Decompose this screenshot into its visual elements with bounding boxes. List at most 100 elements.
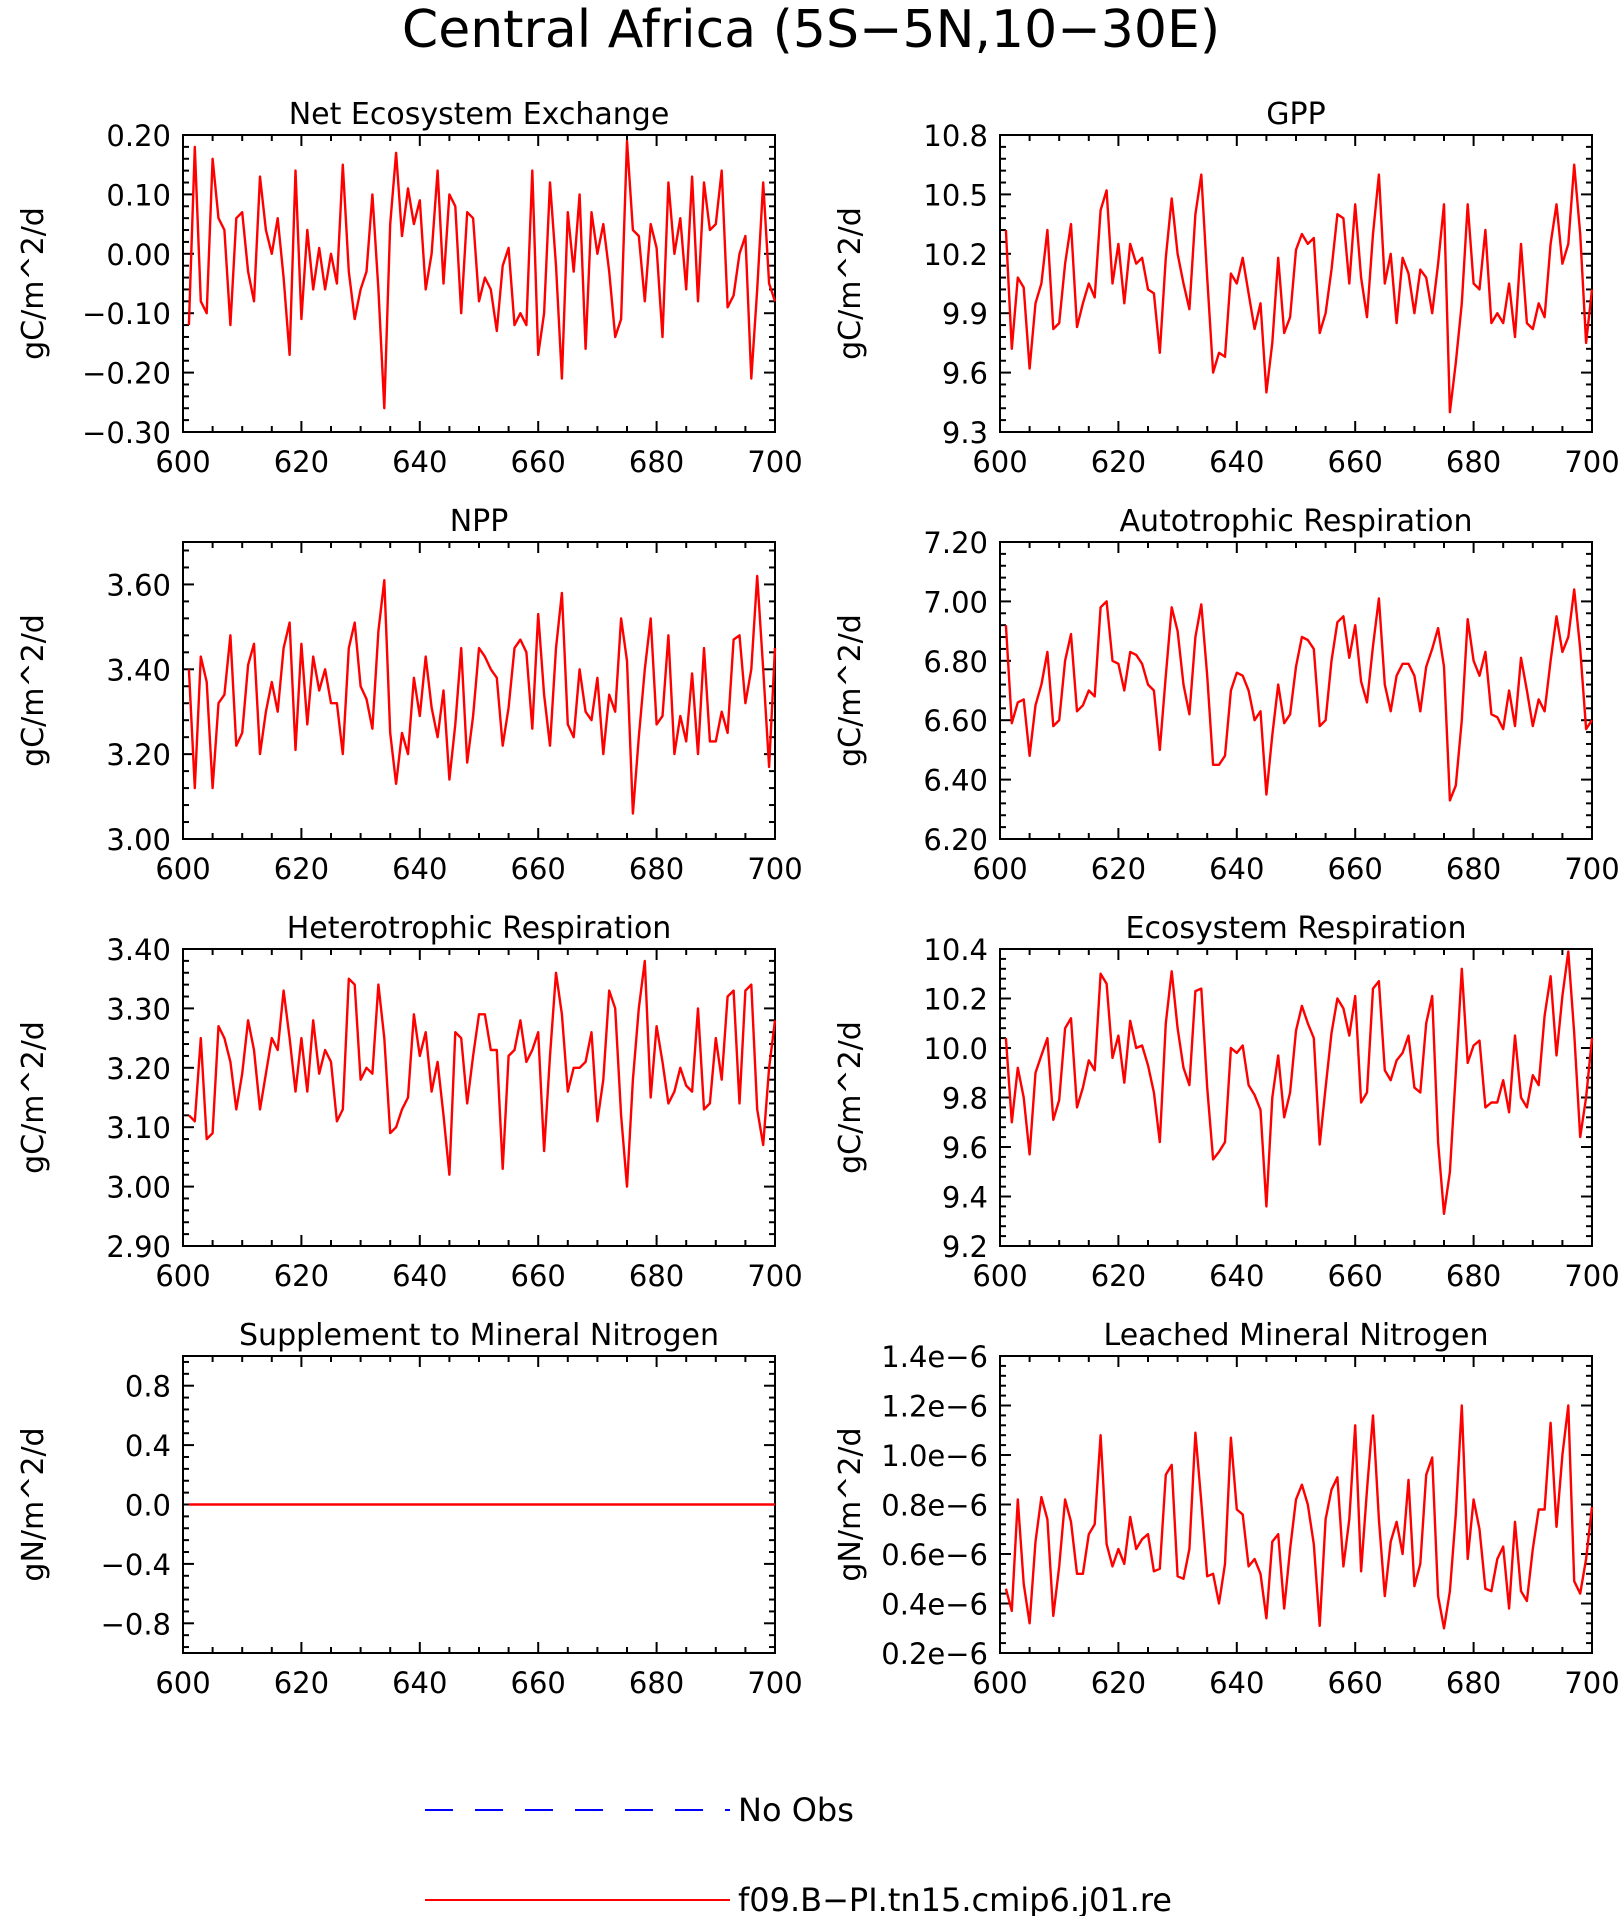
x-tick-label: 700 bbox=[747, 1259, 802, 1293]
y-tick-label: 3.00 bbox=[106, 1171, 171, 1205]
y-tick-label: 9.2 bbox=[942, 1230, 988, 1264]
x-tick-label: 700 bbox=[747, 852, 802, 886]
panel-net-ecosystem-exchange: Net Ecosystem Exchange gC/m^2/d 600 620 640 6… bbox=[16, 97, 803, 479]
y-tick-label: 6.20 bbox=[923, 823, 988, 857]
panel-title-autotrophic-respiration: Autotrophic Respiration bbox=[1119, 504, 1472, 539]
panel-title-net-ecosystem-exchange: Net Ecosystem Exchange bbox=[289, 97, 670, 132]
panel-title-heterotrophic-respiration: Heterotrophic Respiration bbox=[287, 911, 672, 946]
y-tick-label: 10.2 bbox=[923, 983, 988, 1017]
y-tick-label: 0.20 bbox=[106, 119, 171, 153]
series-line-gpp bbox=[1004, 163, 1594, 414]
y-tick-label: 6.80 bbox=[923, 645, 988, 679]
y-tick-label: 9.4 bbox=[942, 1181, 988, 1215]
y-tick-label: −0.10 bbox=[82, 297, 171, 331]
x-tick-label: 620 bbox=[1091, 1666, 1146, 1700]
panels: Net Ecosystem Exchange gC/m^2/d 600 620 640 6… bbox=[16, 97, 1620, 1700]
x-tick-label: 620 bbox=[274, 445, 329, 479]
x-tick-label: 620 bbox=[1091, 1259, 1146, 1293]
x-tick-label: 680 bbox=[629, 852, 684, 886]
y-tick-label: 9.3 bbox=[942, 416, 988, 450]
x-tick-label: 660 bbox=[1328, 852, 1383, 886]
legend: No Obs f09.B−PI.tn15.cmip6.j01.re bbox=[425, 1791, 1172, 1916]
legend-model-label: f09.B−PI.tn15.cmip6.j01.re bbox=[738, 1881, 1172, 1916]
series-line-heterotrophic-respiration bbox=[188, 959, 777, 1188]
plot-frame-npp bbox=[182, 541, 776, 840]
x-tick-label: 600 bbox=[155, 852, 210, 886]
panel-npp: NPP gC/m^2/d 600 620 640 660 680 700 3.00 3.20 3.4… bbox=[16, 504, 803, 886]
y-tick-label: 2.90 bbox=[106, 1230, 171, 1264]
figure-title: Central Africa (5S−5N,10−30E) bbox=[402, 0, 1220, 60]
y-tick-label: 9.8 bbox=[942, 1082, 988, 1116]
x-tick-label: 680 bbox=[629, 445, 684, 479]
y-axis-label-supplement-to-mineral-nitrogen: gN/m^2/d bbox=[16, 1427, 51, 1581]
y-tick-label: 0.6e−6 bbox=[881, 1538, 988, 1572]
y-axis-label-ecosystem-respiration: gC/m^2/d bbox=[833, 1021, 868, 1174]
y-tick-label: −0.20 bbox=[82, 357, 171, 391]
x-tick-label: 700 bbox=[1564, 1666, 1619, 1700]
x-tick-label: 660 bbox=[1328, 445, 1383, 479]
y-axis-label-leached-mineral-nitrogen: gN/m^2/d bbox=[833, 1427, 868, 1581]
panel-title-gpp: GPP bbox=[1266, 97, 1325, 132]
series-line-npp bbox=[187, 574, 777, 815]
y-tick-label: 3.40 bbox=[106, 653, 171, 687]
x-tick-label: 640 bbox=[392, 1259, 447, 1293]
x-tick-label: 620 bbox=[274, 1259, 329, 1293]
x-tick-label: 600 bbox=[972, 1259, 1027, 1293]
x-tick-label: 600 bbox=[972, 852, 1027, 886]
y-axis-label-npp: gC/m^2/d bbox=[16, 614, 51, 767]
x-tick-label: 620 bbox=[274, 852, 329, 886]
series-line-autotrophic-respiration bbox=[1004, 588, 1594, 802]
x-tick-label: 680 bbox=[1446, 1666, 1501, 1700]
y-tick-label: 9.9 bbox=[942, 297, 988, 331]
x-tick-label: 640 bbox=[1209, 445, 1264, 479]
x-tick-label: 660 bbox=[1328, 1259, 1383, 1293]
y-tick-label: 6.40 bbox=[923, 764, 988, 798]
y-tick-label: 10.4 bbox=[923, 933, 988, 967]
x-tick-label: 600 bbox=[155, 1259, 210, 1293]
y-tick-label: 0.10 bbox=[106, 178, 171, 212]
x-tick-label: 640 bbox=[392, 445, 447, 479]
y-tick-label: 6.60 bbox=[923, 704, 988, 738]
y-tick-label: 10.2 bbox=[923, 238, 988, 272]
plot-frame-ecosystem-respiration bbox=[999, 948, 1593, 1247]
x-tick-label: 640 bbox=[1209, 852, 1264, 886]
y-axis-label-heterotrophic-respiration: gC/m^2/d bbox=[16, 1021, 51, 1174]
y-tick-label: 0.8e−6 bbox=[881, 1489, 988, 1523]
y-tick-label: 3.20 bbox=[106, 1052, 171, 1086]
x-tick-label: 700 bbox=[747, 1666, 802, 1700]
x-tick-label: 660 bbox=[511, 445, 566, 479]
x-tick-label: 700 bbox=[1564, 852, 1619, 886]
y-tick-label: 10.5 bbox=[923, 178, 988, 212]
y-tick-label: 3.60 bbox=[106, 568, 171, 602]
x-tick-label: 640 bbox=[1209, 1666, 1264, 1700]
y-tick-label: 10.8 bbox=[923, 119, 988, 153]
y-tick-label: 1.4e−6 bbox=[881, 1340, 988, 1374]
x-tick-label: 640 bbox=[392, 1666, 447, 1700]
panel-title-npp: NPP bbox=[450, 504, 509, 539]
x-tick-label: 660 bbox=[1328, 1666, 1383, 1700]
x-tick-label: 620 bbox=[1091, 445, 1146, 479]
series-line-leached-mineral-nitrogen bbox=[1004, 1404, 1594, 1630]
y-tick-label: 7.00 bbox=[923, 585, 988, 619]
panel-autotrophic-respiration: Autotrophic Respiration gC/m^2/d 600 620 640… bbox=[833, 504, 1620, 886]
panel-heterotrophic-respiration: Heterotrophic Respiration gC/m^2/d 600 620 6… bbox=[16, 911, 803, 1293]
x-tick-label: 660 bbox=[511, 1259, 566, 1293]
x-tick-label: 640 bbox=[392, 852, 447, 886]
y-tick-label: 3.10 bbox=[106, 1111, 171, 1145]
plot-frame-heterotrophic-respiration bbox=[182, 948, 776, 1247]
y-tick-label: 0.2e−6 bbox=[881, 1637, 988, 1671]
y-axis-label-autotrophic-respiration: gC/m^2/d bbox=[833, 614, 868, 767]
x-tick-label: 680 bbox=[1446, 1259, 1501, 1293]
panel-leached-mineral-nitrogen: Leached Mineral Nitrogen gN/m^2/d 600 620 64… bbox=[833, 1318, 1620, 1700]
x-tick-label: 700 bbox=[747, 445, 802, 479]
y-tick-label: 9.6 bbox=[942, 1131, 988, 1165]
x-tick-label: 680 bbox=[629, 1259, 684, 1293]
panel-supplement-to-mineral-nitrogen: Supplement to Mineral Nitrogen gN/m^2/d 60… bbox=[16, 1318, 803, 1700]
panel-gpp: GPP gC/m^2/d 600 620 640 660 680 700 9.3 9.6 9.9 10… bbox=[833, 97, 1620, 479]
legend-no-obs-label: No Obs bbox=[738, 1791, 854, 1829]
y-tick-label: 1.0e−6 bbox=[881, 1439, 988, 1473]
x-tick-label: 620 bbox=[274, 1666, 329, 1700]
series-line-ecosystem-respiration bbox=[1004, 950, 1594, 1216]
panel-title-supplement-to-mineral-nitrogen: Supplement to Mineral Nitrogen bbox=[239, 1318, 719, 1353]
